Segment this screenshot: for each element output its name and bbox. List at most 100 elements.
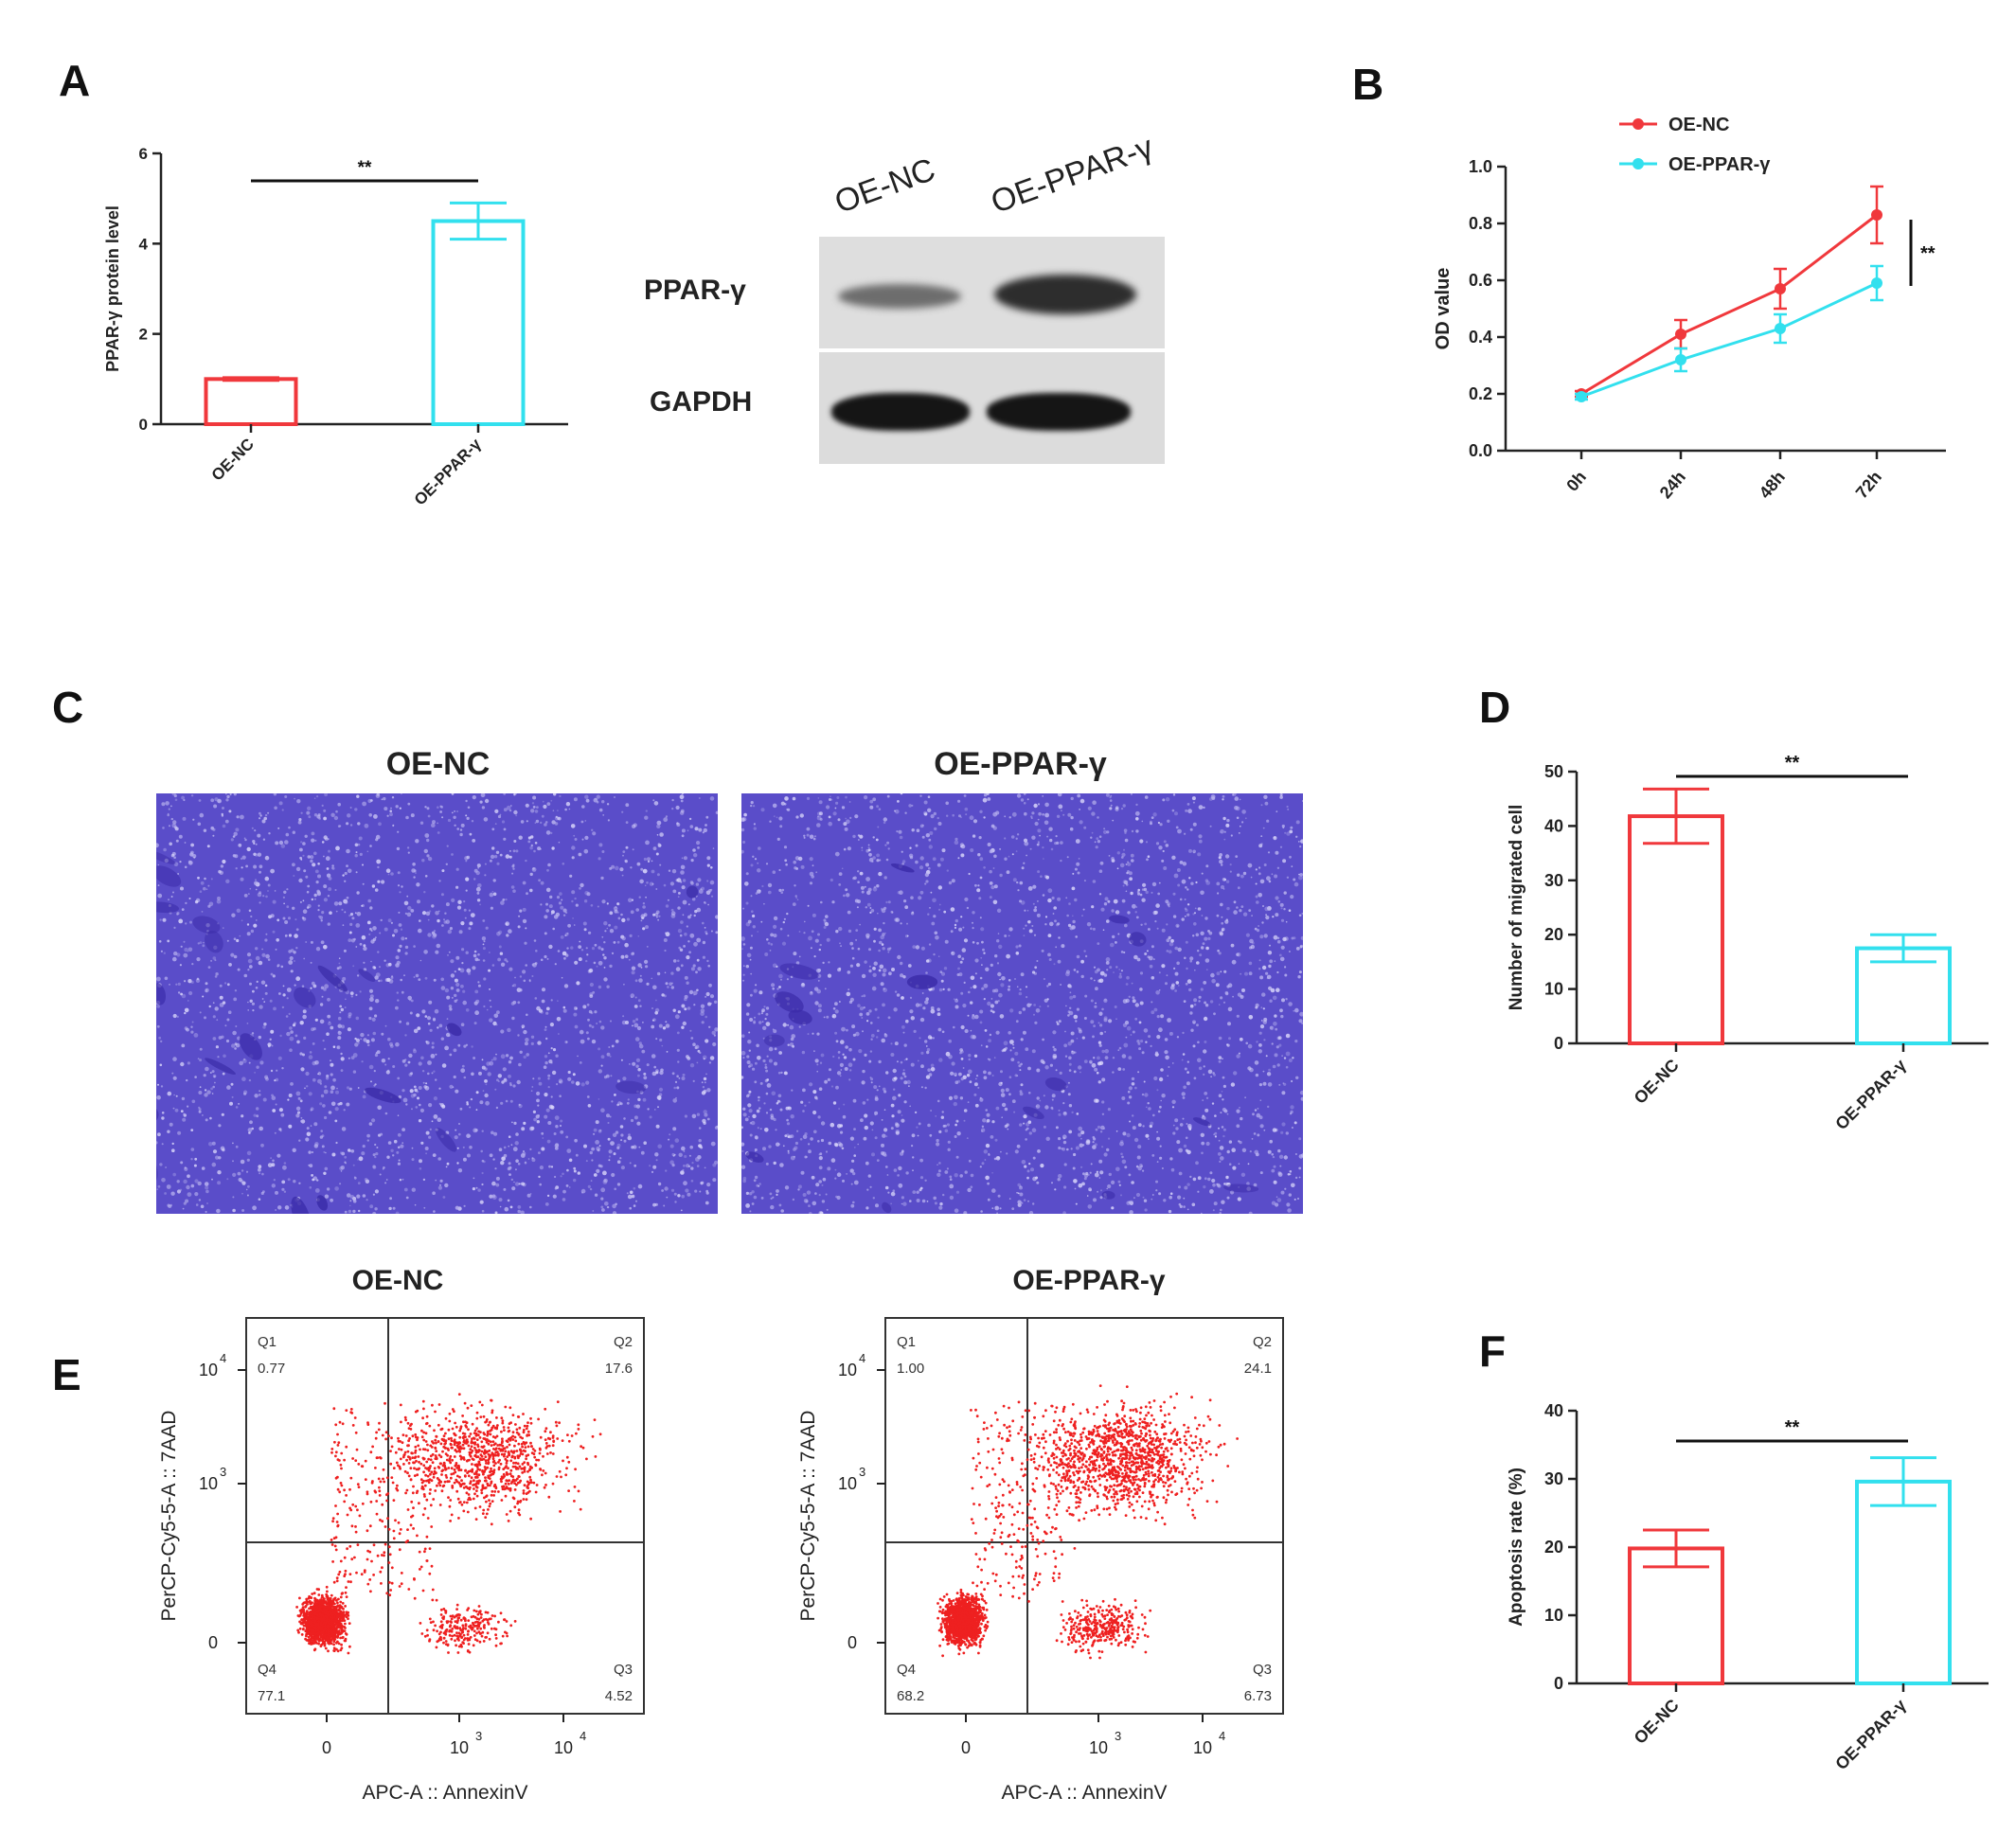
stain-speck: [754, 1016, 756, 1019]
stain-speck: [798, 856, 803, 862]
stain-speck: [241, 1209, 245, 1212]
stain-speck: [625, 821, 629, 824]
stain-speck: [620, 913, 623, 916]
stain-speck: [1012, 1046, 1015, 1049]
stain-speck: [1156, 1035, 1161, 1040]
stain-speck: [955, 1155, 959, 1159]
stain-speck: [542, 800, 544, 803]
stain-speck: [770, 1197, 773, 1200]
stain-speck: [225, 879, 230, 883]
stain-speck: [701, 1021, 705, 1024]
stain-speck: [463, 900, 466, 903]
stain-speck: [930, 1110, 932, 1112]
stain-speck: [432, 1191, 436, 1195]
stain-speck: [633, 1204, 636, 1207]
stain-speck: [826, 1015, 830, 1019]
stain-speck: [1139, 988, 1143, 991]
stain-speck: [320, 1130, 323, 1132]
stain-speck: [681, 793, 685, 795]
stain-speck: [688, 1154, 691, 1157]
stain-speck: [562, 914, 566, 916]
stain-speck: [1110, 794, 1113, 797]
stain-speck: [1197, 1190, 1200, 1193]
stain-speck: [503, 1153, 508, 1158]
stain-speck: [1017, 1060, 1020, 1064]
stain-speck: [1097, 1056, 1100, 1060]
stain-speck: [585, 1080, 590, 1085]
stain-speck: [252, 989, 255, 993]
stain-speck: [1260, 843, 1263, 845]
stain-speck: [1035, 1176, 1039, 1180]
stain-speck: [401, 990, 404, 994]
stain-speck: [794, 1146, 798, 1150]
stain-speck: [896, 1060, 899, 1063]
stain-speck: [284, 920, 289, 924]
stain-speck: [1065, 970, 1070, 974]
stain-speck: [330, 1090, 334, 1094]
y-tick-label: 0.4: [1469, 328, 1492, 347]
stain-speck: [834, 1168, 837, 1171]
stain-speck: [397, 830, 400, 833]
stain-speck: [290, 1082, 294, 1086]
stain-speck: [883, 821, 886, 825]
stain-speck: [1060, 859, 1062, 863]
stain-speck: [230, 952, 235, 957]
stain-speck: [1124, 1166, 1128, 1169]
stain-speck: [250, 915, 253, 918]
y-tick-label: 0.0: [1469, 441, 1492, 460]
stain-speck: [1269, 1139, 1273, 1144]
stain-speck: [585, 1160, 588, 1163]
stain-speck: [771, 983, 776, 988]
stain-speck: [883, 1033, 888, 1038]
stain-speck: [639, 1090, 644, 1094]
stain-speck: [659, 863, 662, 866]
stain-speck: [766, 1083, 772, 1088]
stain-speck: [1076, 1112, 1079, 1115]
stain-speck: [418, 1119, 422, 1123]
stain-speck: [489, 1194, 493, 1199]
data-point: [1576, 391, 1587, 402]
stain-speck: [838, 1143, 844, 1148]
stain-speck: [809, 834, 814, 840]
stain-speck: [1153, 1076, 1158, 1081]
stain-speck: [462, 1157, 467, 1162]
stain-speck: [591, 828, 594, 831]
stain-speck: [531, 975, 534, 977]
stain-speck: [1205, 864, 1209, 868]
stain-speck: [861, 890, 865, 894]
stain-speck: [655, 1071, 659, 1075]
stain-speck: [1100, 1189, 1102, 1192]
stain-speck: [1076, 970, 1079, 973]
stain-speck: [1103, 1018, 1108, 1023]
stain-speck: [1222, 798, 1224, 801]
stain-speck: [1032, 1202, 1035, 1205]
stain-speck: [875, 1203, 879, 1208]
stain-speck: [1276, 1198, 1282, 1202]
stain-speck: [468, 909, 471, 912]
stain-speck: [493, 855, 498, 859]
stain-speck: [1024, 841, 1029, 846]
stain-speck: [1275, 1027, 1278, 1031]
stain-speck: [970, 1185, 973, 1189]
stain-speck: [495, 1106, 499, 1110]
stain-speck: [175, 1094, 178, 1097]
stain-speck: [748, 1109, 753, 1113]
stain-speck: [466, 1101, 469, 1104]
stain-speck: [1276, 1063, 1280, 1067]
stain-speck: [695, 1157, 700, 1162]
stain-speck: [164, 1192, 167, 1195]
stain-speck: [381, 798, 384, 801]
migrated-cell: [156, 1106, 159, 1123]
stain-speck: [550, 910, 555, 915]
stain-speck: [489, 952, 491, 953]
stain-speck: [785, 1106, 790, 1111]
stain-speck: [466, 1133, 471, 1138]
stain-speck: [988, 1039, 991, 1042]
stain-speck: [397, 1132, 401, 1137]
stain-speck: [1278, 953, 1282, 957]
stain-speck: [1068, 1130, 1073, 1134]
stain-speck: [873, 1085, 878, 1090]
stain-speck: [1220, 1208, 1222, 1212]
stain-speck: [507, 1027, 511, 1033]
stain-speck: [358, 1041, 360, 1044]
